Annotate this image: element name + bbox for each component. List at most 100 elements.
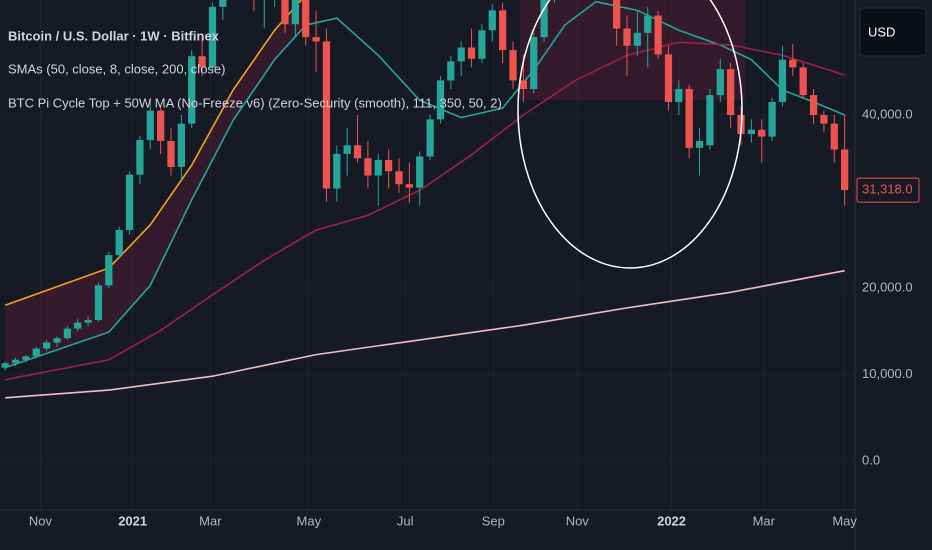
currency-button[interactable] [859,7,927,57]
candle-body [53,338,61,343]
candle-body [198,56,206,68]
last-price-box [856,177,920,203]
candle-body [436,80,445,120]
last-price-label: 31,318.0 [862,182,913,197]
candle-body [32,348,40,357]
axes: 0.0 10,000.0 20,000.0 40,000.0 Nov 2021 Mar May… [29,106,920,528]
candle-body [613,0,621,29]
candle-body [623,28,631,46]
candle-body [695,140,704,148]
indicator-label: SMAs (50, close, 8, close, 200, close) [8,61,225,76]
indicator-label: BTC Pi Cycle Top + 50W MA (No-Freeze v6)… [8,95,502,110]
candle-body [706,95,714,146]
candle-body [778,59,787,103]
candle-body [291,0,299,25]
candle-body [654,15,662,55]
candle-body [22,356,30,360]
candle-body [540,0,548,38]
candle-body [488,10,496,31]
x-tick-label: 2021 [118,513,147,528]
candle-body [146,110,154,141]
candle-body [115,230,123,256]
x-tick-label: Jul [397,513,414,528]
x-tick-label: Sep [482,513,505,528]
candle-body [208,6,217,68]
candle-body [457,47,465,62]
x-tick-label: May [297,513,322,528]
candle-body [312,37,320,42]
candle-body [333,153,341,189]
candle-body [157,110,165,141]
candle-body [447,61,455,81]
candle-body [219,0,227,7]
candle-body [353,145,362,159]
candle-body [664,54,673,103]
y-tick-label: 10,000.0 [862,366,913,381]
candle-body [11,359,20,364]
chart-title: Bitcoin / U.S. Dollar · 1W · Bitfinex [8,28,220,43]
candle-body [105,255,113,286]
candle-body [364,158,372,176]
candle-body [727,69,735,116]
x-tick-label: Mar [753,513,776,528]
candle-body [188,56,196,124]
y-tick-label: 20,000.0 [862,279,913,294]
x-tick-label: Mar [199,513,222,528]
candle-body [63,328,71,339]
candle-body [322,41,331,189]
x-tick-label: Nov [566,513,590,528]
currency-label[interactable]: USD [868,24,895,39]
x-tick-label: Nov [29,513,53,528]
candle-body [302,0,310,38]
indicator-line [4,0,845,369]
y-tick-label: 40,000.0 [862,106,913,121]
candle-body [74,322,82,329]
candle-body [830,123,838,150]
candle-body [405,184,413,188]
candle-body [809,95,818,116]
candle-body [519,80,527,90]
candle-body [84,320,92,323]
candle-body [758,129,766,137]
candle-body [136,140,144,175]
plot-area [1,0,849,399]
candle-body [43,342,51,349]
candle-body [467,47,476,59]
candle-body [478,30,486,59]
candle-body [281,0,289,25]
candle-body [94,285,103,321]
candle-body [167,140,175,167]
candle-body [799,67,807,96]
candle-body [644,15,652,33]
candle-body [385,159,393,172]
candle-body [509,50,517,81]
candle-body [633,32,641,46]
candle-body [499,10,507,51]
circle-annotation [517,0,743,269]
candle-body [820,115,828,124]
band-fill [5,0,306,368]
candle-body [747,129,755,135]
candle-body [177,123,185,167]
candle-body [426,119,434,157]
candle-body [530,37,538,90]
candle-body [343,145,351,154]
band-fill [520,0,745,100]
y-tick-label: 0.0 [862,452,880,467]
candle-body [416,156,424,188]
candle-body [125,174,134,231]
candle-body [1,363,9,368]
candle-body [395,171,403,185]
candle-body [675,89,683,103]
x-tick-label: May [832,513,857,528]
indicator-line [5,41,845,381]
candle-body [716,69,724,96]
candle-body [789,59,797,68]
candle-body [768,102,776,137]
x-tick-label: 2022 [657,513,686,528]
indicator-line [5,269,845,399]
candle-body [685,89,693,148]
candle-body [841,149,849,191]
candle-body [374,159,382,176]
